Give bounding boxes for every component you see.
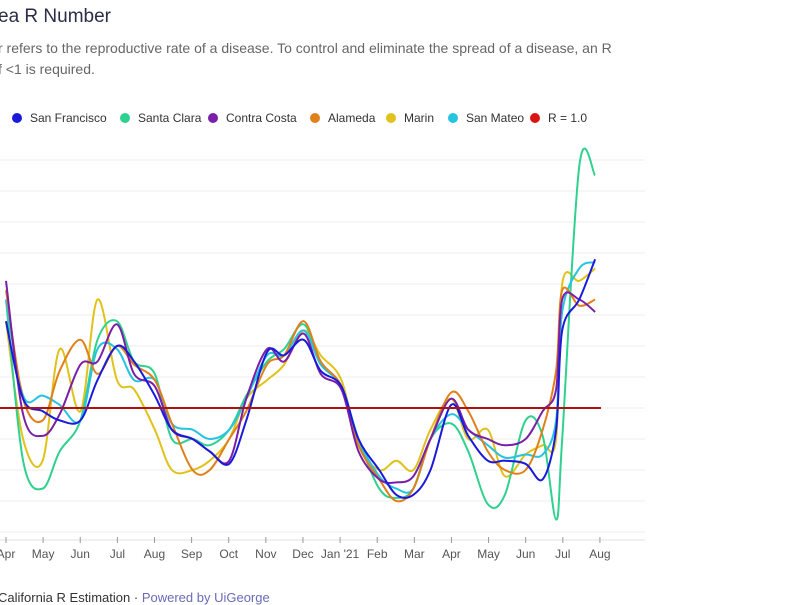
series-line-contra-costa (5, 280, 596, 485)
series-line-san-francisco (5, 258, 597, 499)
series-line-san-mateo (5, 261, 596, 494)
legend-label: Marin (404, 111, 435, 125)
x-tick-label: May (32, 547, 55, 561)
x-tick-label: Sep (181, 547, 203, 561)
x-tick-label: Nov (255, 547, 276, 561)
legend-dot-icon (120, 113, 130, 123)
x-tick-label: Jun (516, 547, 535, 561)
legend-item-san-mateo[interactable]: San Mateo (448, 109, 524, 127)
legend-label: San Francisco (30, 111, 107, 125)
source-label: California R Estimation (0, 590, 131, 605)
chart-description: r refers to the reproductive rate of a d… (0, 38, 612, 80)
legend-label: Contra Costa (226, 111, 297, 125)
x-tick-label: Jan '21 (321, 547, 360, 561)
x-tick-label: Jun (71, 547, 90, 561)
legend-item-r-1[interactable]: R = 1.0 (530, 109, 587, 127)
page-title: ea R Number (0, 6, 111, 27)
description-line-1: r refers to the reproductive rate of a d… (0, 40, 612, 56)
x-tick-label: Aug (589, 547, 610, 561)
x-tick-label: May (477, 547, 500, 561)
x-tick-label: Apr (442, 547, 461, 561)
x-tick-label: Aug (144, 547, 165, 561)
legend-dot-icon (208, 113, 218, 123)
x-tick-label: Apr (0, 547, 15, 561)
legend-label: Alameda (328, 111, 376, 125)
x-tick-label: Jul (555, 547, 570, 561)
series-line-alameda (5, 286, 596, 503)
legend-item-santa-clara[interactable]: Santa Clara (120, 109, 201, 127)
legend-dot-icon (448, 113, 458, 123)
legend-item-contra-costa[interactable]: Contra Costa (208, 109, 297, 127)
x-tick-label: Oct (219, 547, 238, 561)
legend-dot-icon (12, 113, 22, 123)
x-tick-label: Feb (367, 547, 388, 561)
legend-dot-icon (386, 113, 396, 123)
legend-item-marin[interactable]: Marin (386, 109, 434, 127)
footer-separator: · (133, 590, 139, 605)
legend-item-alameda[interactable]: Alameda (310, 109, 375, 127)
legend-dot-icon (310, 113, 320, 123)
description-line-2: f <1 is required. (0, 61, 95, 77)
powered-by-link[interactable]: Powered by UiGeorge (141, 590, 270, 605)
x-tick-label: Dec (292, 547, 313, 561)
x-tick-label: Jul (110, 547, 125, 561)
legend-item-san-francisco[interactable]: San Francisco (12, 109, 107, 127)
legend-dot-icon (530, 113, 540, 123)
footer: California R Estimation · Powered by UiG… (0, 590, 270, 605)
legend-label: Santa Clara (138, 111, 202, 125)
legend-label: San Mateo (466, 111, 525, 125)
legend-label: R = 1.0 (548, 111, 588, 125)
x-tick-label: Mar (404, 547, 425, 561)
